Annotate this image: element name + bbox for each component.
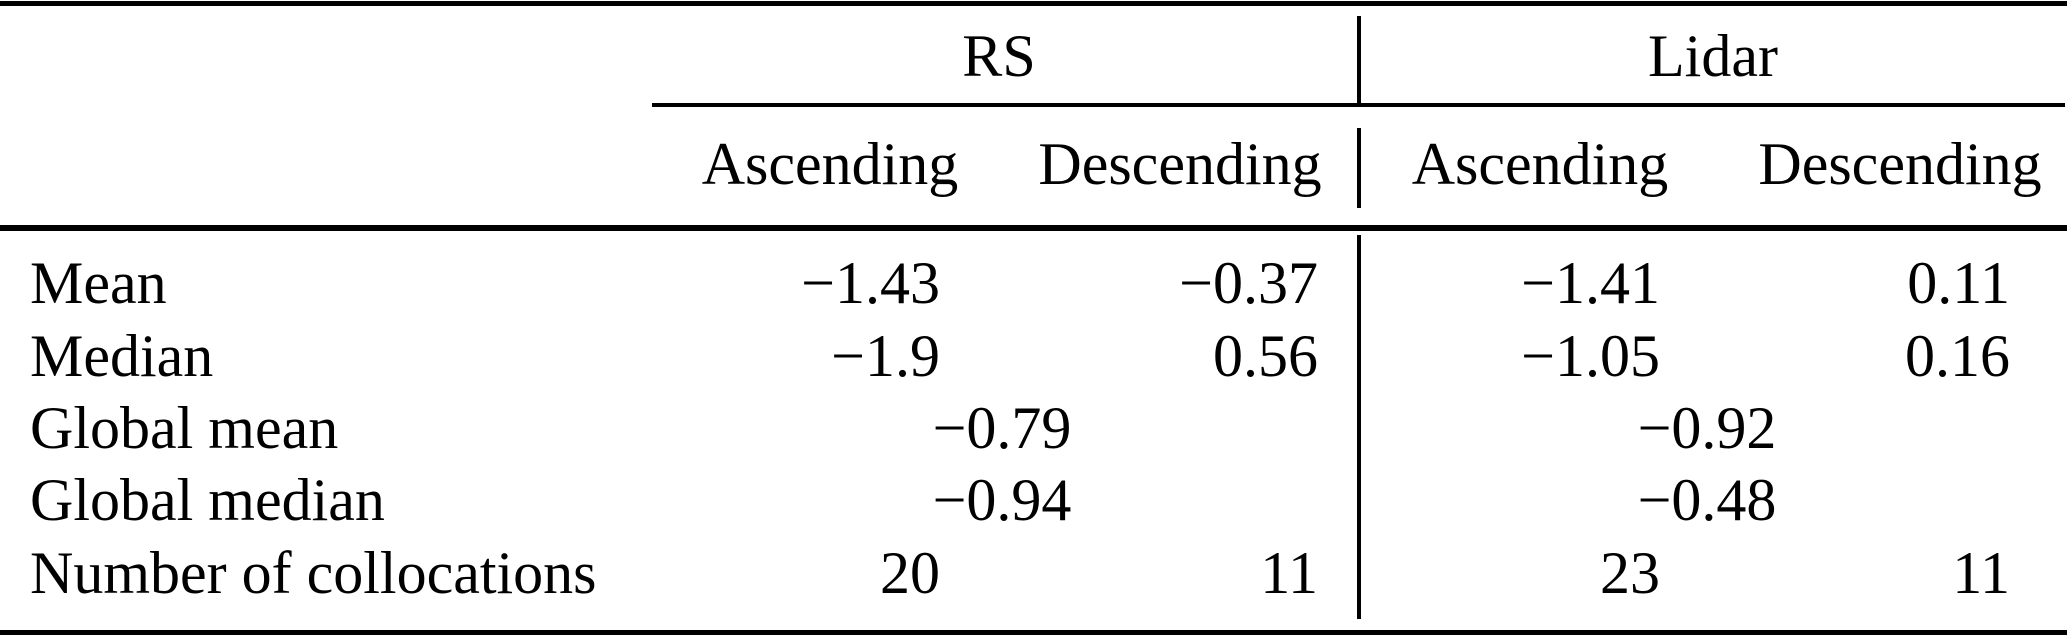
- rs-lidar-divider-segment-header: [1357, 16, 1361, 103]
- table-row-mean: Mean −1.43 −0.37 −1.41 0.11: [0, 247, 2067, 319]
- table-row-median: Median −1.9 0.56 −1.05 0.16: [0, 319, 2067, 391]
- col-header-rs-descending: Descending: [1038, 131, 1322, 197]
- group-header-rule: [652, 103, 2065, 107]
- cell-rs-ascending: −1.43: [801, 250, 940, 317]
- cell-lidar-global: −0.92: [1637, 394, 1777, 461]
- cell-rs-global: −0.79: [932, 394, 1072, 461]
- row-label: Median: [30, 322, 214, 389]
- cell-lidar-descending: 0.16: [1905, 322, 2010, 389]
- cell-rs-ascending: 20: [880, 539, 940, 606]
- row-label: Global mean: [30, 394, 339, 461]
- cell-rs-ascending: −1.9: [831, 322, 940, 389]
- cell-lidar-global: −0.48: [1637, 467, 1777, 534]
- cell-rs-descending: 11: [1260, 539, 1318, 606]
- row-label: Number of collocations: [30, 539, 597, 606]
- col-header-lidar-descending: Descending: [1758, 131, 2042, 197]
- top-rule: [0, 1, 2067, 6]
- table-row-global-mean: Global mean −0.79 −0.92: [0, 392, 2067, 464]
- cell-lidar-ascending: −1.41: [1521, 250, 1660, 317]
- cell-rs-descending: 0.56: [1213, 322, 1318, 389]
- cell-rs-descending: −0.37: [1179, 250, 1318, 317]
- header-bottom-rule: [0, 225, 2067, 231]
- rs-lidar-divider-segment-subheader: [1357, 128, 1361, 208]
- col-header-lidar-ascending: Ascending: [1411, 131, 1669, 197]
- cell-lidar-ascending: −1.05: [1521, 322, 1660, 389]
- cell-lidar-descending: 11: [1952, 539, 2010, 606]
- col-header-rs-ascending: Ascending: [701, 131, 959, 197]
- table-body: Mean −1.43 −0.37 −1.41 0.11 Median −1.9 …: [0, 233, 2067, 630]
- table-row-number-of-collocations: Number of collocations 20 11 23 11: [0, 537, 2067, 609]
- table-row-global-median: Global median −0.94 −0.48: [0, 464, 2067, 536]
- rs-lidar-divider-segment-body: [1357, 235, 1361, 619]
- bottom-rule: [0, 630, 2067, 635]
- group-header-rs: RS: [962, 23, 1036, 89]
- row-label: Mean: [30, 250, 167, 317]
- group-header-lidar: Lidar: [1648, 23, 1778, 89]
- row-label: Global median: [30, 467, 385, 534]
- cell-lidar-descending: 0.11: [1907, 250, 2010, 317]
- cell-lidar-ascending: 23: [1600, 539, 1660, 606]
- cell-rs-global: −0.94: [932, 467, 1072, 534]
